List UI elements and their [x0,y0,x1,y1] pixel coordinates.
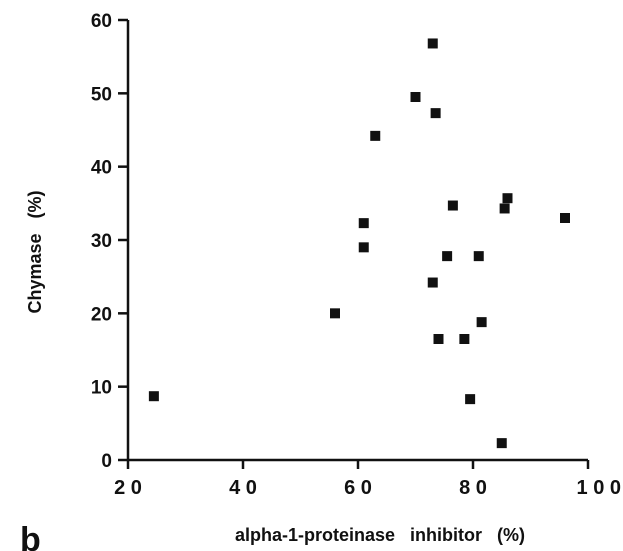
data-point [427,38,438,49]
data-point [465,394,476,405]
data-point [370,130,381,141]
data-point [473,251,484,262]
data-point [358,218,369,229]
y-tick-label: 30 [91,231,112,252]
data-point [430,108,441,119]
data-points [148,38,570,449]
x-tick-label: 1 0 0 [577,477,621,499]
data-point [330,308,340,319]
y-tick-label: 50 [91,84,112,105]
data-point [148,391,159,402]
data-point [447,200,458,211]
panel-label: b [20,521,41,551]
data-point [496,438,507,449]
x-axis-ticks: 2 0 4 0 6 0 8 0 1 0 0 [114,460,621,499]
plot-area: 0 10 20 30 40 50 60 2 0 4 0 6 0 8 0 1 0 0 [91,11,621,499]
x-axis-title: alpha-1-proteinase inhibitor (%) [235,525,525,545]
y-axis-ticks: 0 10 20 30 40 50 60 [91,11,128,472]
y-tick-label: 20 [91,304,112,325]
data-point [442,251,453,262]
y-axis-title: Chymase (%) [25,190,45,313]
x-tick-label: 8 0 [459,477,487,499]
data-point [358,242,369,253]
x-tick-label: 6 0 [344,477,372,499]
data-point [476,317,487,328]
y-tick-label: 60 [91,11,112,32]
x-tick-label: 2 0 [114,477,142,499]
data-point [459,334,470,344]
y-tick-label: 10 [91,378,112,399]
data-point [410,92,421,102]
data-point [433,334,444,344]
x-tick-label: 4 0 [229,477,257,499]
data-point [499,203,510,214]
data-point [560,213,570,223]
y-tick-label: 0 [101,451,112,472]
data-point [427,277,438,288]
y-tick-label: 40 [91,158,112,179]
data-point [502,193,513,204]
